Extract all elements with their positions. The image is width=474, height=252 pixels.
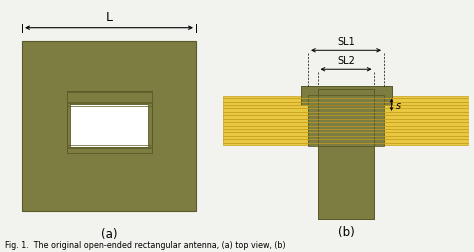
Text: Fig. 1.  The original open-ended rectangular antenna, (a) top view, (b): Fig. 1. The original open-ended rectangu… [5,240,285,249]
Bar [301,87,392,106]
Bar [308,96,384,146]
Text: s: s [396,100,401,110]
Text: SL2: SL2 [337,56,355,66]
Text: (a): (a) [101,227,117,240]
Bar [66,93,152,103]
Bar [318,90,374,219]
Bar [22,42,196,211]
Text: L: L [106,11,112,24]
Bar [66,92,152,154]
Bar [308,96,384,146]
Bar [301,87,392,106]
Bar [66,147,152,154]
Bar [223,97,469,145]
Bar [70,105,148,147]
Text: (b): (b) [337,225,355,238]
Bar [318,90,374,219]
Text: SL1: SL1 [337,37,355,47]
